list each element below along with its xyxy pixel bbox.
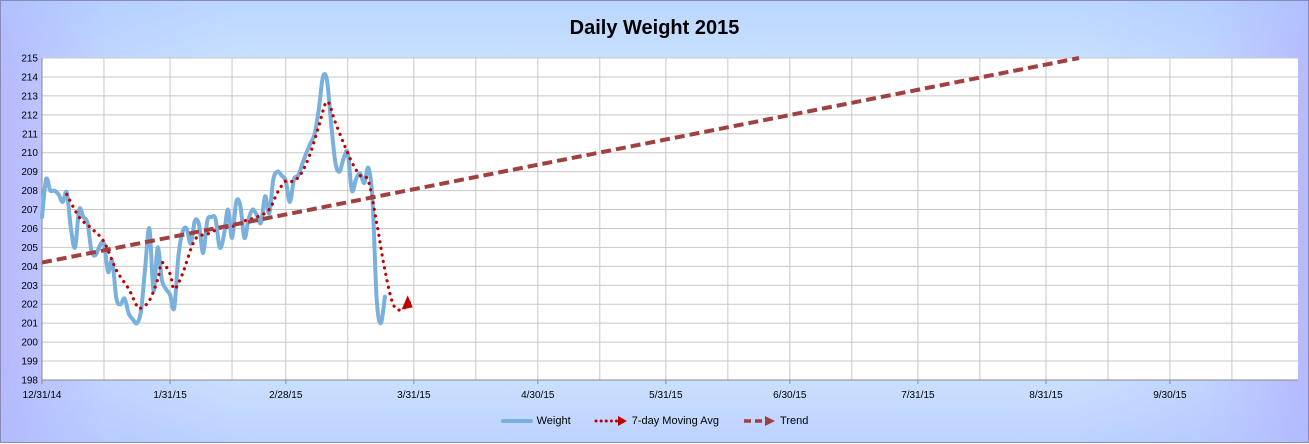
x-tick-label: 9/30/15 [1153,390,1187,401]
series-line-trend [41,56,1080,265]
y-tick-label: 208 [21,186,38,197]
y-tick-label: 213 [21,91,38,102]
legend-entry-trend: Trend [742,415,808,427]
chart-title: Daily Weight 2015 [569,17,740,39]
legend-entry-moving-avg: 7-day Moving Avg [594,415,719,427]
x-tick-label: 3/31/15 [397,390,431,401]
x-tick-label: 2/28/15 [269,390,303,401]
y-tick-label: 214 [21,72,38,83]
y-tick-label: 211 [22,129,38,140]
legend-label-weight: Weight [536,415,571,428]
series-line-weight [40,71,387,326]
legend-swatch-weight-icon [500,419,533,424]
y-tick-label: 202 [21,300,38,311]
y-tick-label: 204 [21,262,38,273]
series-end-arrow-7-day-moving-avg [401,295,413,310]
y-tick-label: 206 [21,224,38,235]
y-tick-label: 199 [21,357,38,368]
legend-swatch-moving-avg-icon [594,416,627,427]
x-tick-label: 12/31/14 [23,390,62,401]
x-tick-label: 5/31/15 [649,390,683,401]
x-tick-label: 4/30/15 [521,390,555,401]
x-tick-label: 8/31/15 [1029,390,1063,401]
y-tick-label: 212 [21,110,38,121]
legend-swatch-trend-icon [744,416,776,427]
y-tick-label: 209 [21,167,38,178]
y-tick-label: 210 [21,148,38,159]
x-tick-label: 7/31/15 [901,390,935,401]
x-tick-label: 1/31/15 [153,390,187,401]
series-line-7-day-moving-avg [65,100,412,312]
x-tick-label: 6/30/15 [773,390,807,401]
legend: Weight 7-day Moving Avg Trend [1,415,1308,427]
y-tick-label: 201 [21,319,38,330]
y-tick-label: 207 [21,205,38,216]
legend-entry-weight: Weight [500,415,571,428]
y-tick-label: 205 [21,243,38,254]
legend-label-trend: Trend [780,415,809,428]
y-tick-label: 198 [21,376,38,387]
y-tick-label: 203 [21,281,38,292]
y-tick-label: 200 [21,338,38,349]
y-tick-label: 215 [21,54,38,65]
legend-label-moving-avg: 7-day Moving Avg [631,415,719,428]
